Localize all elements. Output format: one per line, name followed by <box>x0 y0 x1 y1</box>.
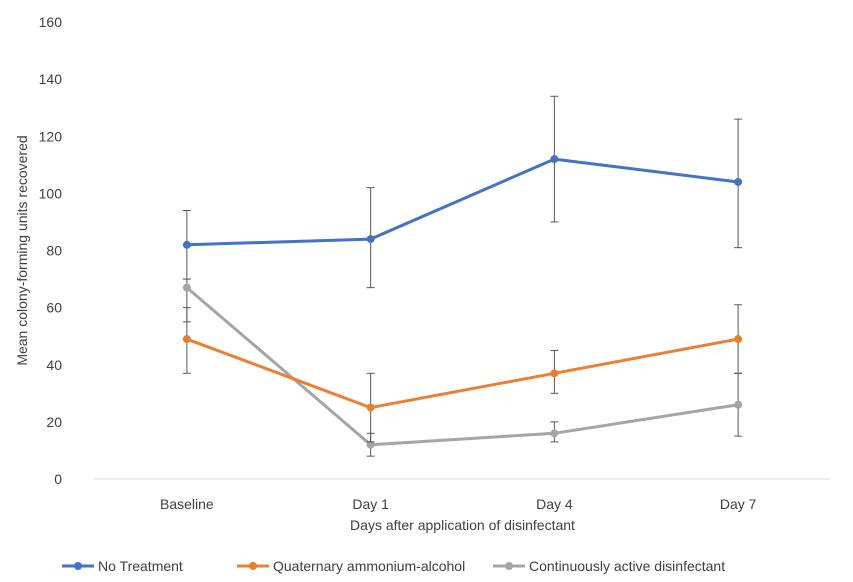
y-tick-label: 120 <box>39 128 63 144</box>
data-point <box>550 155 559 164</box>
legend-marker <box>74 562 82 570</box>
data-point <box>734 400 743 409</box>
y-tick-label: 40 <box>46 357 62 373</box>
data-point <box>550 369 559 378</box>
series-line <box>185 286 739 447</box>
y-tick-label: 160 <box>39 14 63 30</box>
legend-label: Continuously active disinfectant <box>529 558 725 574</box>
legend-marker <box>249 562 257 570</box>
y-tick-label: 140 <box>39 71 63 87</box>
data-point <box>182 240 191 249</box>
legend-item: Quaternary ammonium-alcohol <box>237 558 465 574</box>
x-tick-label: Baseline <box>160 496 214 512</box>
data-point <box>366 235 375 244</box>
y-axis-title: Mean colony-forming units recovered <box>14 135 30 365</box>
y-tick-label: 80 <box>46 243 62 259</box>
legend-item: No Treatment <box>62 558 183 574</box>
legend-marker <box>505 562 513 570</box>
data-point <box>366 403 375 412</box>
series-0 <box>182 95 743 289</box>
series-line <box>186 157 739 247</box>
legend-label: Quaternary ammonium-alcohol <box>273 558 465 574</box>
y-tick-label: 100 <box>39 185 63 201</box>
legend-item: Continuously active disinfectant <box>493 558 725 574</box>
legend-label: No Treatment <box>98 558 183 574</box>
x-tick-label: Day 1 <box>352 496 389 512</box>
x-tick-label: Day 7 <box>720 496 757 512</box>
y-tick-label: 60 <box>46 300 62 316</box>
x-tick-label: Day 4 <box>536 496 573 512</box>
data-point <box>182 283 191 292</box>
x-axis-ticks: Baseline Day 1 Day 4 Day 7 <box>160 496 757 512</box>
data-point <box>550 429 559 438</box>
data-point <box>734 177 743 186</box>
y-axis-ticks: 0 20 40 60 80 100 120 140 160 <box>39 14 63 487</box>
x-axis-title: Days after application of disinfectant <box>350 517 575 533</box>
series-line <box>186 337 739 410</box>
y-tick-label: 20 <box>46 414 62 430</box>
series-layer <box>182 95 743 457</box>
data-point <box>734 335 743 344</box>
data-point <box>366 440 375 449</box>
data-point <box>182 335 191 344</box>
y-tick-label: 0 <box>54 471 62 487</box>
series-1 <box>182 304 743 443</box>
legend: No Treatment Quaternary ammonium-alcohol C… <box>62 558 725 574</box>
